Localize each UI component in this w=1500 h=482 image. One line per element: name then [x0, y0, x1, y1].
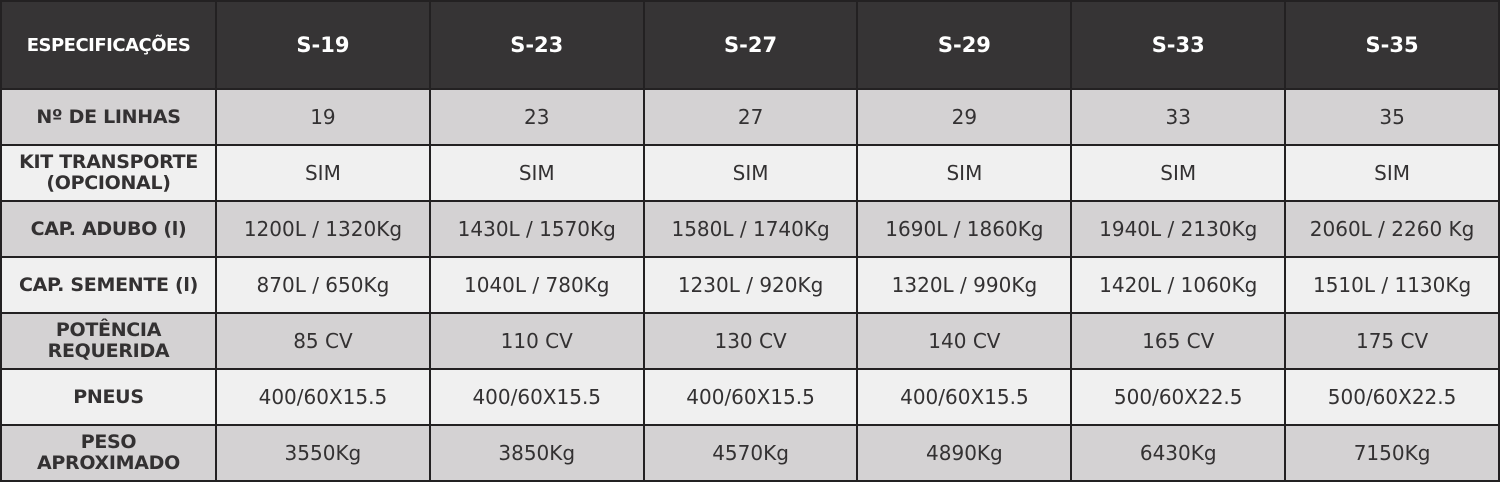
- table-cell: 1580L / 1740Kg: [642, 200, 859, 258]
- table-cell: 500/60X22.5: [1284, 368, 1500, 426]
- table-cell: 165 CV: [1070, 312, 1287, 370]
- row-label-line: PNEUS: [73, 385, 144, 408]
- table-row: PNEUS 400/60X15.5 400/60X15.5 400/60X15.5 40…: [0, 368, 1500, 426]
- model-header: S-29: [856, 0, 1073, 90]
- row-label-line: CAP. SEMENTE (l): [18, 273, 198, 296]
- table-cell: 4890Kg: [856, 424, 1073, 482]
- header-row: ESPECIFICAÇÕES S-19 S-23 S-27 S-29 S-33 …: [0, 0, 1500, 90]
- table-cell: 175 CV: [1284, 312, 1500, 370]
- row-label-line: REQUERIDA: [47, 340, 170, 362]
- row-label-line: CAP. ADUBO (l): [30, 217, 187, 240]
- model-header: S-35: [1284, 0, 1500, 90]
- table-cell: 1230L / 920Kg: [642, 256, 859, 314]
- table-row: CAP. SEMENTE (l) 870L / 650Kg 1040L / 780K…: [0, 256, 1500, 314]
- row-label: POTÊNCIA REQUERIDA: [0, 312, 217, 370]
- row-label: KIT TRANSPORTE (OPCIONAL): [0, 144, 217, 202]
- table-cell: 33: [1070, 88, 1287, 146]
- table-cell: 1430L / 1570Kg: [428, 200, 645, 258]
- table-row: PESO APROXIMADO 3550Kg 3850Kg 4570Kg 4890Kg 64…: [0, 424, 1500, 482]
- row-label: CAP. SEMENTE (l): [0, 256, 217, 314]
- table-row: Nº DE LINHAS 19 23 27 29 33 35: [0, 88, 1500, 146]
- table-cell: SIM: [1070, 144, 1287, 202]
- row-label: PNEUS: [0, 368, 217, 426]
- table-cell: 1510L / 1130Kg: [1284, 256, 1500, 314]
- table-cell: SIM: [428, 144, 645, 202]
- table-cell: 110 CV: [428, 312, 645, 370]
- row-label: CAP. ADUBO (l): [0, 200, 217, 258]
- table-cell: SIM: [642, 144, 859, 202]
- table-cell: 3850Kg: [428, 424, 645, 482]
- table-cell: 140 CV: [856, 312, 1073, 370]
- table-cell: 23: [428, 88, 645, 146]
- table-cell: 27: [642, 88, 859, 146]
- model-header: S-27: [642, 0, 859, 90]
- row-label: PESO APROXIMADO: [0, 424, 217, 482]
- table-cell: 3550Kg: [215, 424, 431, 482]
- table-cell: 500/60X22.5: [1070, 368, 1287, 426]
- row-label-line: APROXIMADO: [37, 452, 180, 474]
- table-cell: 1940L / 2130Kg: [1070, 200, 1287, 258]
- table-cell: SIM: [1284, 144, 1500, 202]
- table-cell: 870L / 650Kg: [215, 256, 431, 314]
- table-cell: 4570Kg: [642, 424, 859, 482]
- table-cell: 7150Kg: [1284, 424, 1500, 482]
- table-cell: 1420L / 1060Kg: [1070, 256, 1287, 314]
- table-cell: 1040L / 780Kg: [428, 256, 645, 314]
- row-label-line: PESO: [80, 431, 137, 453]
- table-cell: 1690L / 1860Kg: [856, 200, 1073, 258]
- table-cell: 400/60X15.5: [642, 368, 859, 426]
- model-header: S-23: [428, 0, 645, 90]
- table-cell: 19: [215, 88, 431, 146]
- table-cell: 400/60X15.5: [856, 368, 1073, 426]
- table-cell: 1200L / 1320Kg: [215, 200, 431, 258]
- table-row: KIT TRANSPORTE (OPCIONAL) SIM SIM SIM SIM SIM S…: [0, 144, 1500, 202]
- table-row: CAP. ADUBO (l) 1200L / 1320Kg 1430L / 1570…: [0, 200, 1500, 258]
- table-cell: 35: [1284, 88, 1500, 146]
- table-cell: 85 CV: [215, 312, 431, 370]
- table-cell: 6430Kg: [1070, 424, 1287, 482]
- table-cell: SIM: [856, 144, 1073, 202]
- table-cell: 29: [856, 88, 1073, 146]
- table-row: POTÊNCIA REQUERIDA 85 CV 110 CV 130 CV 140 CV…: [0, 312, 1500, 370]
- table-cell: 400/60X15.5: [428, 368, 645, 426]
- table-cell: 1320L / 990Kg: [856, 256, 1073, 314]
- table-cell: 130 CV: [642, 312, 859, 370]
- table-cell: SIM: [215, 144, 431, 202]
- row-label-line: POTÊNCIA: [55, 319, 162, 341]
- row-label: Nº DE LINHAS: [0, 88, 217, 146]
- row-label-line: (OPCIONAL): [46, 172, 171, 194]
- row-label-line: Nº DE LINHAS: [36, 105, 181, 128]
- table-cell: 2060L / 2260 Kg: [1284, 200, 1500, 258]
- spec-header: ESPECIFICAÇÕES: [0, 0, 217, 90]
- row-label-line: KIT TRANSPORTE: [19, 151, 198, 173]
- model-header: S-19: [215, 0, 431, 90]
- model-header: S-33: [1070, 0, 1287, 90]
- table-cell: 400/60X15.5: [215, 368, 431, 426]
